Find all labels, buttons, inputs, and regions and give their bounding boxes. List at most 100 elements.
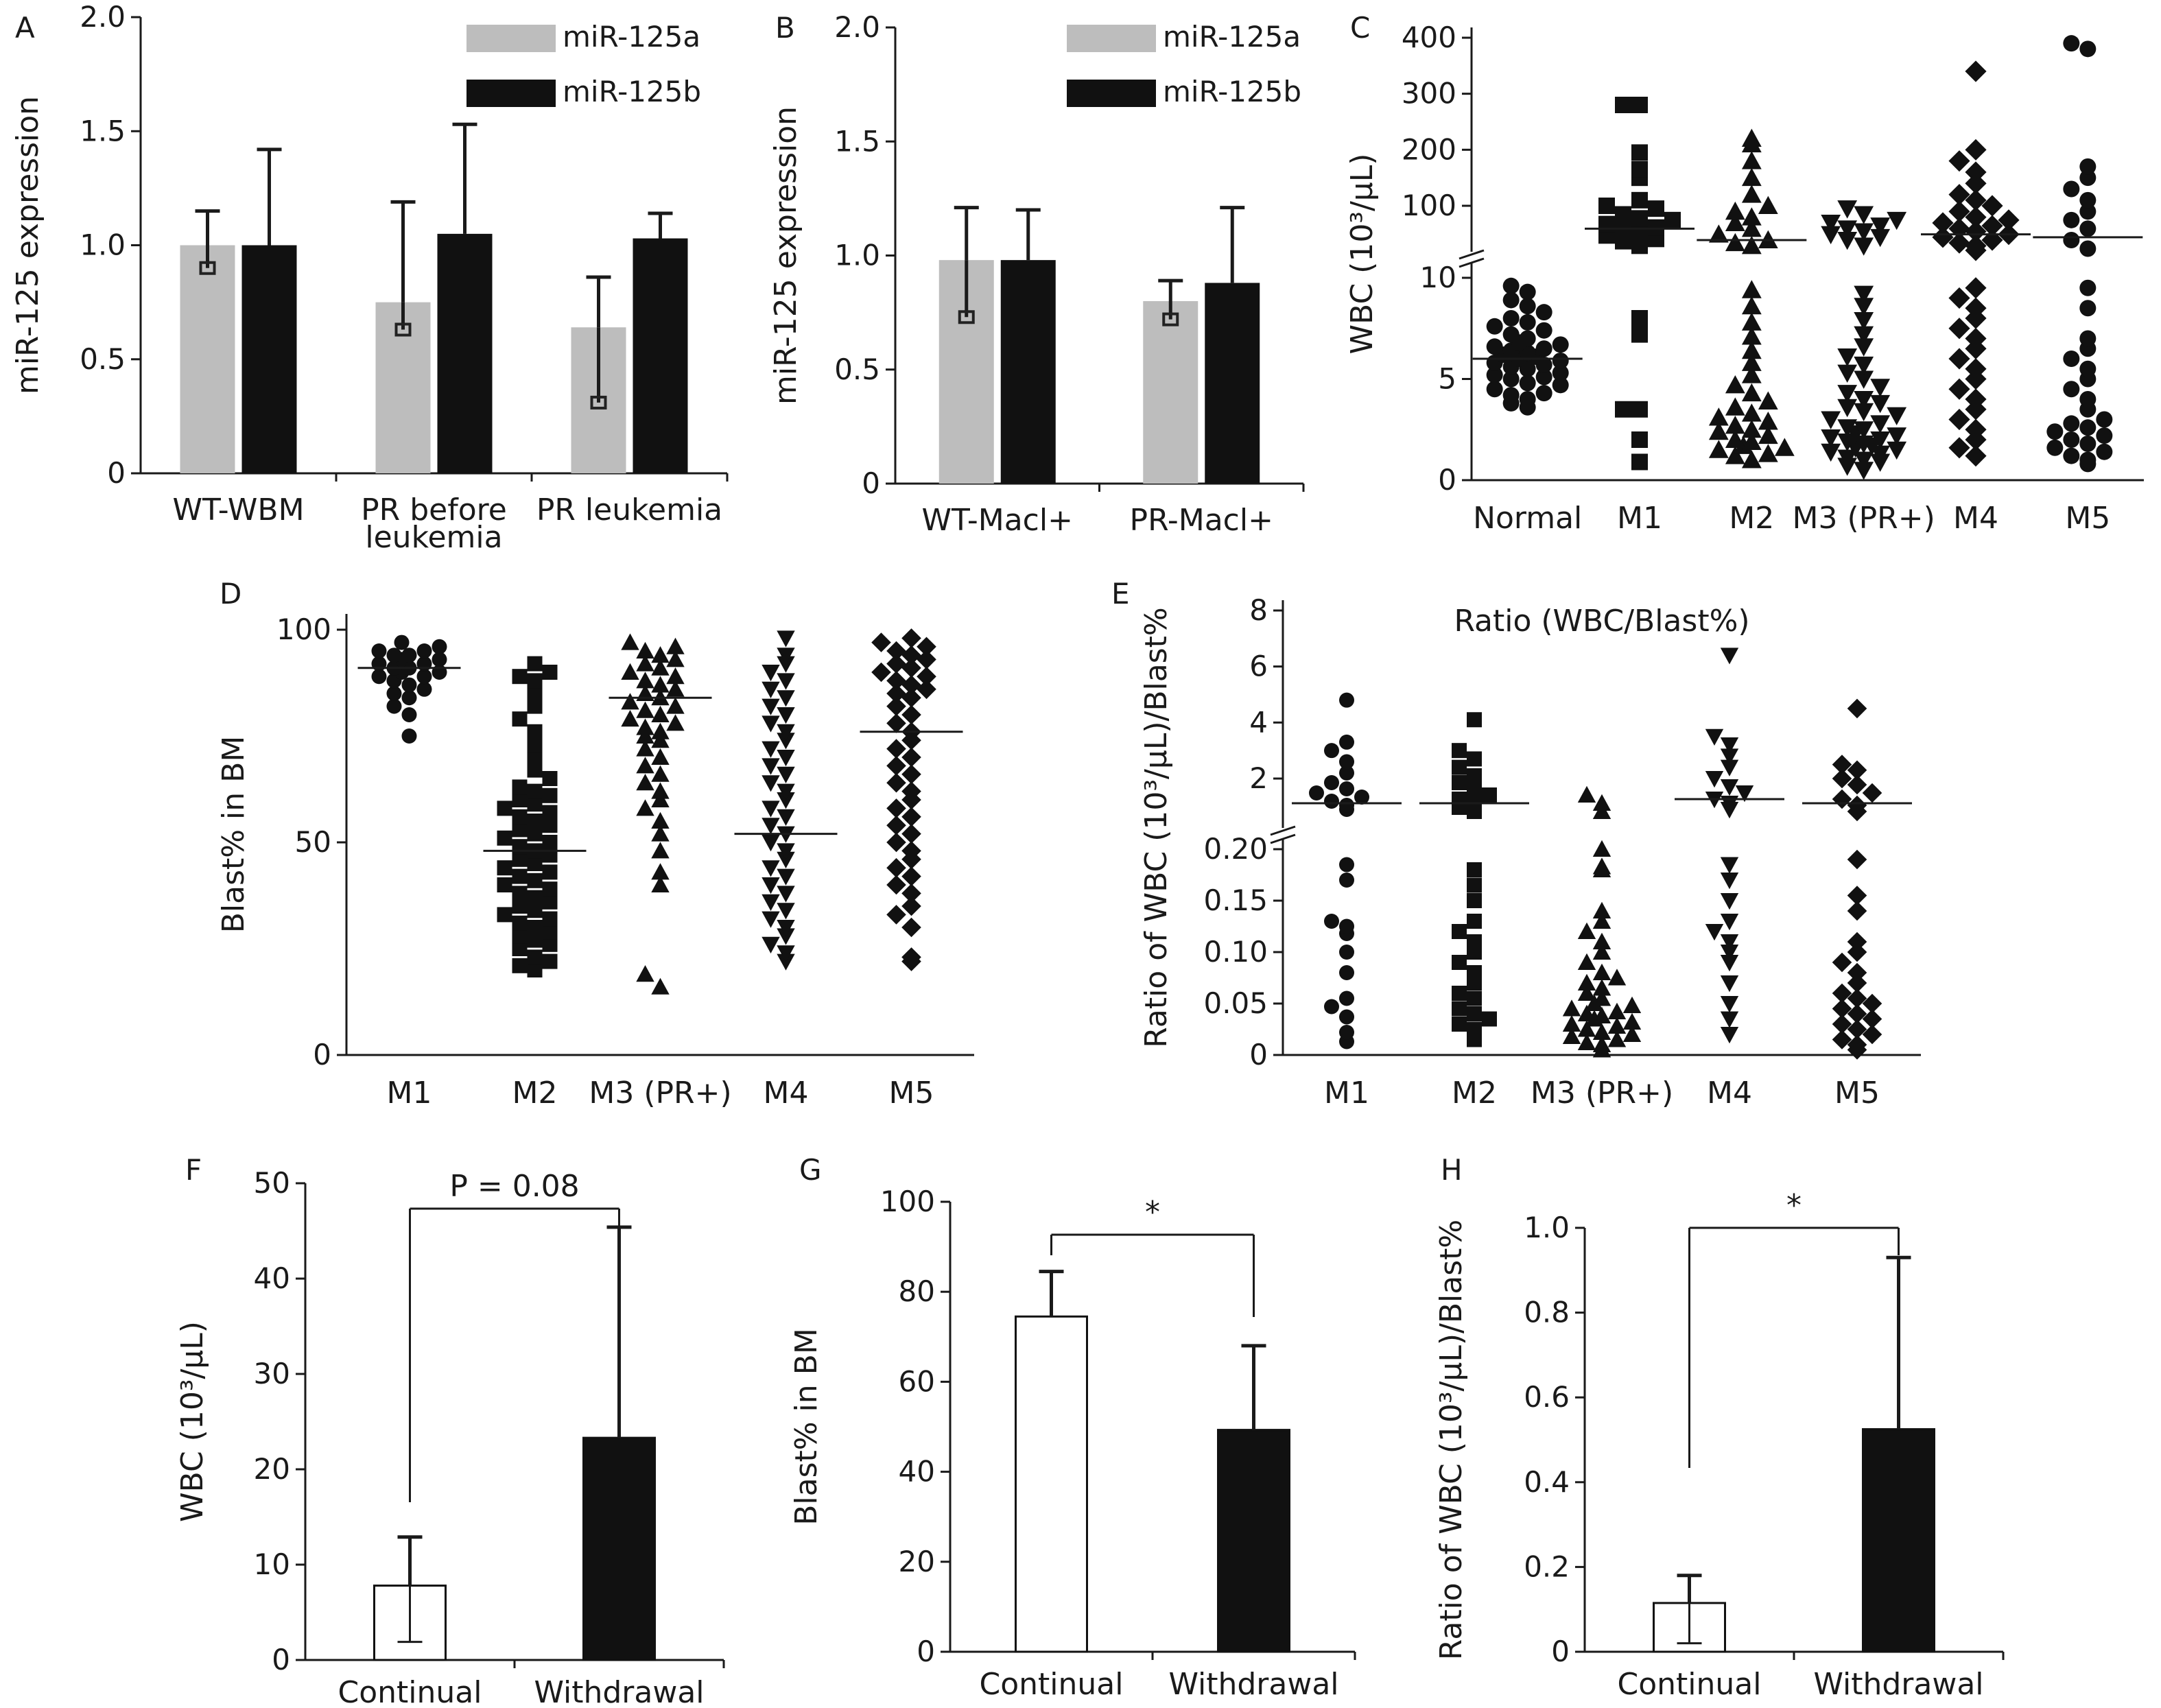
panel-d-point <box>651 825 670 842</box>
panel-d-point <box>651 705 670 722</box>
panel-c-point <box>1837 220 1858 239</box>
panel-d-point <box>777 928 795 945</box>
panel-d-point <box>527 698 543 714</box>
panel-d-point <box>432 639 447 654</box>
panel-c-point <box>2063 351 2080 367</box>
panel-c-point <box>1519 391 1536 407</box>
panel-c-point <box>1948 378 1970 400</box>
panel-d-point <box>542 936 558 952</box>
panel-h-y-axis-label: Ratio of WBC (10³/µL)/Blast% <box>1434 1220 1469 1660</box>
panel-e-point <box>1309 785 1324 800</box>
panel-c-y-tick-label: 400 <box>1402 21 1456 54</box>
panel-c-point <box>1741 218 1762 237</box>
panel-d-point <box>497 800 512 816</box>
panel-c-point <box>2046 423 2064 440</box>
panel-c-point <box>2079 203 2097 220</box>
panel-c-point <box>2063 35 2080 52</box>
panel-d-point <box>651 722 670 739</box>
panel-e-point <box>1452 924 1467 939</box>
panel-c-point <box>1741 450 1762 468</box>
panel-c-point <box>2079 330 2097 347</box>
panel-d-point <box>651 782 670 799</box>
panel-d-point <box>636 739 654 757</box>
panel-c-point <box>1965 327 1987 350</box>
panel-e-point <box>1324 794 1339 809</box>
panel-e-point <box>1592 840 1611 857</box>
panel-c-point <box>1741 235 1762 254</box>
panel-d-point <box>761 758 780 775</box>
panel-c-point <box>2079 451 2097 468</box>
panel-g-y-axis-label: Blast% in BM <box>789 1328 824 1526</box>
panel-d-point <box>497 830 512 846</box>
panel-d-point <box>651 875 670 892</box>
panel-c-point <box>1552 364 1569 381</box>
panel-e-point <box>1467 768 1482 783</box>
panel-d-point <box>527 750 543 765</box>
panel-d-point <box>527 873 543 888</box>
panel-c-point <box>1965 206 1987 228</box>
panel-c-point <box>1887 407 1907 425</box>
panel-c-point <box>1648 200 1664 217</box>
panel-d-point <box>542 911 558 927</box>
panel-e-point <box>1452 1001 1467 1017</box>
panel-d-point <box>527 826 543 842</box>
panel-c-point <box>1552 336 1569 353</box>
panel-b-bar-mir125a <box>1143 301 1198 484</box>
panel-h-y-tick-label: 1.0 <box>1524 1211 1570 1244</box>
panel-d-point <box>901 628 921 648</box>
panel-c-point <box>1758 195 1778 214</box>
panel-e-point <box>1467 934 1482 949</box>
panel-d-point <box>651 748 670 765</box>
panel-e-point <box>1577 1033 1596 1050</box>
panel-a-legend-swatch <box>467 80 556 107</box>
panel-c-point <box>1965 297 1987 319</box>
panel-e-point <box>1720 934 1739 951</box>
panel-c-point <box>1708 440 1729 458</box>
panel-c-point <box>1887 211 1907 230</box>
panel-d-point <box>886 654 906 674</box>
panel-d-point <box>901 687 921 708</box>
panel-c-point <box>1854 435 1874 454</box>
panel-d-point <box>512 915 528 931</box>
panel-c-point <box>1981 195 2003 217</box>
panel-c-y-tick-label: 200 <box>1402 132 1456 166</box>
panel-a-y-tick-label: 0 <box>107 456 126 490</box>
panel-e-category-label: M4 <box>1707 1076 1752 1111</box>
panel-d-point <box>527 686 543 701</box>
panel-letter-e: E <box>1111 577 1130 610</box>
panel-d-point <box>901 824 921 844</box>
panel-e-point <box>1847 962 1867 983</box>
panel-c-point <box>1965 189 1987 211</box>
panel-e-point <box>1592 932 1611 949</box>
panel-c-point <box>2079 300 2097 317</box>
panel-e-point <box>1847 988 1867 1008</box>
panel-c-y-tick-label: 100 <box>1402 189 1456 222</box>
panel-g-y-tick-label: 40 <box>899 1455 935 1488</box>
panel-c-point <box>2063 447 2080 464</box>
panel-e-point <box>1577 785 1596 803</box>
panel-c-point <box>1631 225 1648 241</box>
panel-letter-g: G <box>799 1153 822 1187</box>
panel-a-category-label: leukemia <box>365 520 502 555</box>
panel-e-point <box>1847 849 1867 870</box>
panel-c-point <box>1741 280 1762 298</box>
panel-d-point <box>777 868 795 886</box>
panel-e-point <box>1452 986 1467 1001</box>
panel-c-point <box>1519 298 1536 315</box>
panel-c-point <box>1741 383 1762 402</box>
panel-e-point <box>1324 775 1339 790</box>
panel-e-point <box>1577 1004 1596 1021</box>
panel-a-y-tick-label: 0.5 <box>80 342 126 376</box>
panel-c-y-tick-label: 10 <box>1420 261 1456 294</box>
panel-a-y-tick-label: 1.0 <box>80 228 126 262</box>
panel-d-point <box>432 652 447 667</box>
panel-c-point <box>1725 201 1745 220</box>
panel-c-point <box>1837 200 1858 219</box>
panel-d-point <box>777 656 795 673</box>
panel-d-point <box>651 977 670 995</box>
panel-c-point <box>1631 161 1648 178</box>
panel-d-point <box>901 947 921 967</box>
panel-c-point <box>1758 444 1778 462</box>
panel-e-point <box>1832 1014 1852 1034</box>
